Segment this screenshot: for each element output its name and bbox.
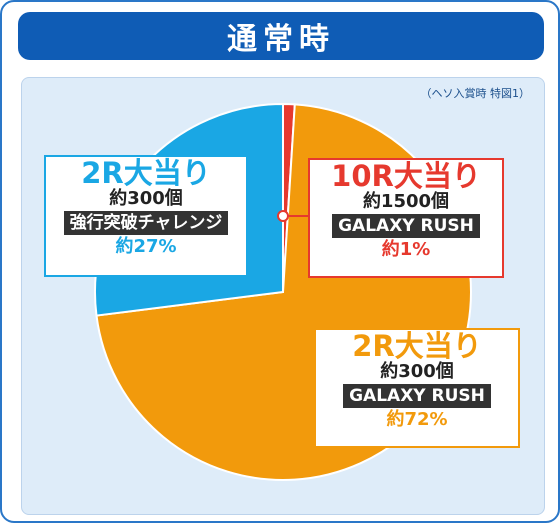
label-2r-rush-tag: GALAXY RUSH [343,384,491,408]
title-bar: 通常時 [18,12,544,60]
label-10r-rush-pct: 約1% [381,239,431,260]
label-2r-rush: 2R大当り 約300個 GALAXY RUSH 約72% [314,328,520,448]
label-10r-rush-count: 約1500個 [362,191,450,212]
label-2r-challenge: 2R大当り 約300個 強行突破チャレンジ 約27% [44,155,248,277]
label-2r-challenge-count: 約300個 [109,188,183,209]
label-2r-challenge-pct: 約27% [115,236,177,257]
page-title: 通常時 [227,22,335,57]
label-2r-challenge-tag: 強行突破チャレンジ [63,211,229,235]
label-2r-rush-pct: 約72% [386,409,448,430]
label-10r-rush-name: 10R大当り [331,159,481,193]
label-2r-rush-count: 約300個 [380,361,454,382]
label-2r-rush-name: 2R大当り [352,329,482,363]
label-2r-challenge-name: 2R大当り [81,156,211,190]
label-10r-rush: 10R大当り 約1500個 GALAXY RUSH 約1% [308,158,504,278]
label-10r-rush-tag: GALAXY RUSH [332,214,480,238]
leader-dot-10r [277,210,289,222]
source-note: （ヘソ入賞時 特図1） [420,87,531,100]
